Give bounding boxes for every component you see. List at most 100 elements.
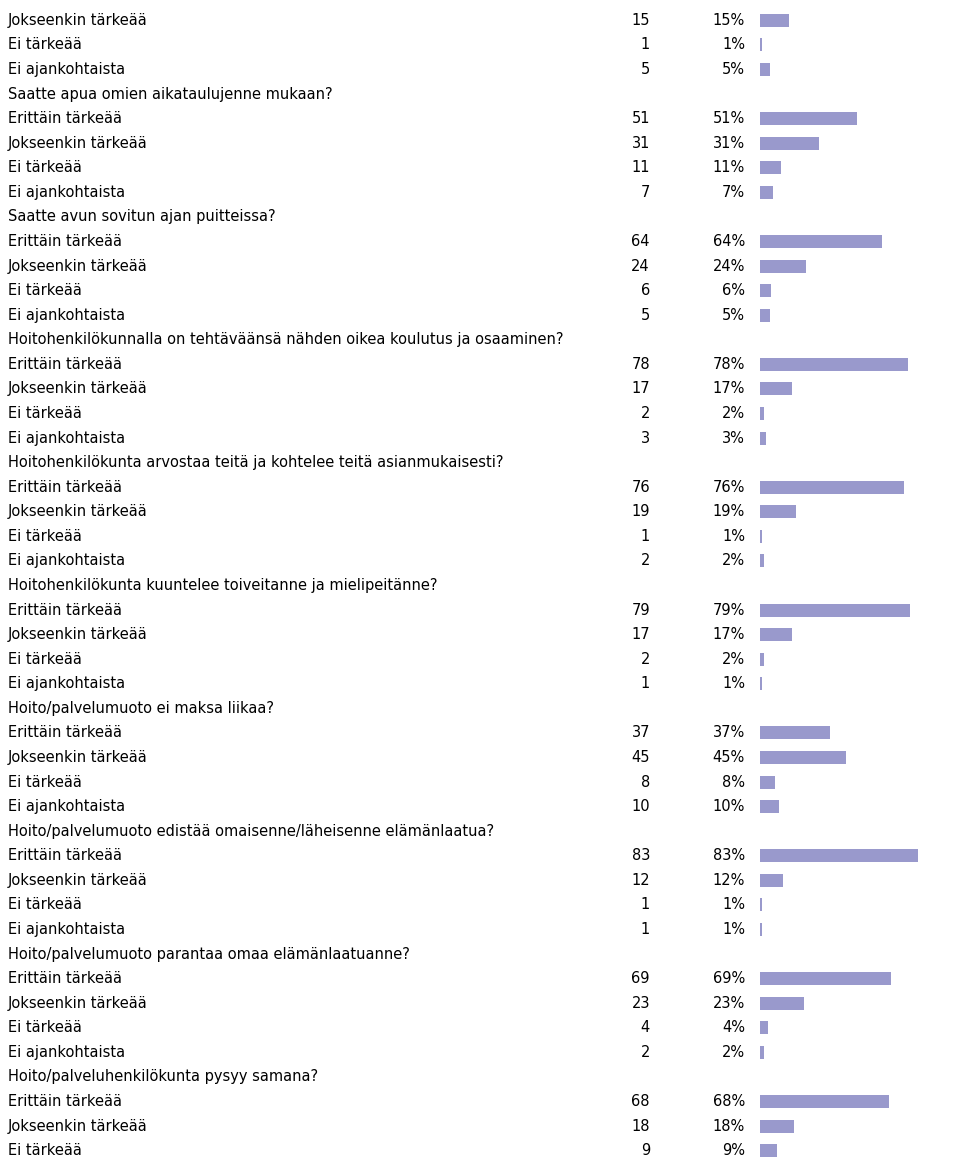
Bar [760,972,891,985]
Text: 2: 2 [640,406,650,422]
Text: Ei ajankohtaista: Ei ajankohtaista [8,799,125,814]
Text: Hoitohenkilökunta arvostaa teitä ja kohtelee teitä asianmukaisesti?: Hoitohenkilökunta arvostaa teitä ja koht… [8,456,503,470]
Bar [760,408,764,420]
Text: 17: 17 [632,628,650,642]
Text: 69: 69 [632,971,650,986]
Text: Hoitohenkilökunnalla on tehtäväänsä nähden oikea koulutus ja osaaminen?: Hoitohenkilökunnalla on tehtäväänsä nähd… [8,333,564,348]
Text: 69%: 69% [712,971,745,986]
Text: 24%: 24% [712,259,745,274]
Text: Jokseenkin tärkeää: Jokseenkin tärkeää [8,628,148,642]
Text: 24: 24 [632,259,650,274]
Text: 78: 78 [632,357,650,372]
Text: 6%: 6% [722,283,745,299]
Bar [760,1095,889,1108]
Text: Jokseenkin tärkeää: Jokseenkin tärkeää [8,1118,148,1134]
Text: 79%: 79% [712,603,745,617]
Text: 76%: 76% [712,480,745,494]
Bar [760,63,770,76]
Bar [760,383,792,396]
Text: Ei tärkeää: Ei tärkeää [8,529,82,543]
Bar [760,39,762,52]
Text: Saatte apua omien aikataulujenne mukaan?: Saatte apua omien aikataulujenne mukaan? [8,87,332,102]
Text: Ei ajankohtaista: Ei ajankohtaista [8,922,125,937]
Text: Ei ajankohtaista: Ei ajankohtaista [8,62,125,77]
Text: 78%: 78% [712,357,745,372]
Text: 76: 76 [632,480,650,494]
Text: Erittäin tärkeää: Erittäin tärkeää [8,848,122,863]
Text: 9: 9 [640,1143,650,1158]
Text: 83%: 83% [713,848,745,863]
Text: 2%: 2% [722,1045,745,1060]
Bar [760,1144,777,1157]
Text: 64: 64 [632,234,650,249]
Text: Ei tärkeää: Ei tärkeää [8,1020,82,1035]
Bar [760,997,804,1009]
Text: Ei ajankohtaista: Ei ajankohtaista [8,308,125,323]
Text: 1: 1 [640,37,650,53]
Bar [760,112,857,125]
Text: 7: 7 [640,185,650,200]
Text: 5%: 5% [722,308,745,323]
Text: Erittäin tärkeää: Erittäin tärkeää [8,234,122,249]
Bar [760,603,910,617]
Bar [760,652,764,666]
Text: 1: 1 [640,897,650,912]
Text: Ei ajankohtaista: Ei ajankohtaista [8,431,125,445]
Text: 1: 1 [640,677,650,691]
Text: Hoito/palvelumuoto edistää omaisenne/läheisenne elämänlaatua?: Hoito/palvelumuoto edistää omaisenne/läh… [8,823,494,838]
Bar [760,554,764,568]
Text: 5%: 5% [722,62,745,77]
Text: 64%: 64% [712,234,745,249]
Bar [760,800,779,813]
Bar [760,628,792,642]
Text: 1: 1 [640,922,650,937]
Text: 8: 8 [640,774,650,789]
Text: 1%: 1% [722,897,745,912]
Text: Jokseenkin tärkeää: Jokseenkin tärkeää [8,505,148,519]
Bar [760,186,774,199]
Bar [760,726,830,739]
Text: Jokseenkin tärkeää: Jokseenkin tärkeää [8,259,148,274]
Text: Erittäin tärkeää: Erittäin tärkeää [8,357,122,372]
Text: Ei tärkeää: Ei tärkeää [8,897,82,912]
Text: 10: 10 [632,799,650,814]
Text: 15: 15 [632,13,650,28]
Text: 9%: 9% [722,1143,745,1158]
Bar [760,849,918,862]
Bar [760,162,780,174]
Text: Hoito/palvelumuoto parantaa omaa elämänlaatuanne?: Hoito/palvelumuoto parantaa omaa elämänl… [8,946,410,961]
Bar [760,775,776,788]
Text: 45: 45 [632,749,650,765]
Text: 17%: 17% [712,382,745,397]
Text: Ei tärkeää: Ei tärkeää [8,160,82,176]
Text: 19%: 19% [712,505,745,519]
Text: 1%: 1% [722,37,745,53]
Text: 45%: 45% [712,749,745,765]
Text: Ei tärkeää: Ei tärkeää [8,652,82,666]
Text: Ei ajankohtaista: Ei ajankohtaista [8,554,125,568]
Bar [760,1119,794,1132]
Bar [760,481,904,494]
Text: Ei ajankohtaista: Ei ajankohtaista [8,185,125,200]
Text: 68: 68 [632,1094,650,1109]
Text: 23%: 23% [712,995,745,1011]
Text: 51%: 51% [712,111,745,126]
Text: Jokseenkin tärkeää: Jokseenkin tärkeää [8,872,148,888]
Text: 37%: 37% [712,726,745,740]
Text: Ei tärkeää: Ei tärkeää [8,774,82,789]
Text: 5: 5 [640,308,650,323]
Bar [760,14,788,27]
Text: Erittäin tärkeää: Erittäin tärkeää [8,480,122,494]
Text: 18: 18 [632,1118,650,1134]
Text: Ei tärkeää: Ei tärkeää [8,283,82,299]
Text: Ei tärkeää: Ei tärkeää [8,1143,82,1158]
Bar [760,874,782,886]
Text: 3%: 3% [722,431,745,445]
Text: Erittäin tärkeää: Erittäin tärkeää [8,971,122,986]
Text: Jokseenkin tärkeää: Jokseenkin tärkeää [8,382,148,397]
Text: Ei ajankohtaista: Ei ajankohtaista [8,1045,125,1060]
Text: Erittäin tärkeää: Erittäin tärkeää [8,726,122,740]
Bar [760,285,772,297]
Text: 17: 17 [632,382,650,397]
Text: 8%: 8% [722,774,745,789]
